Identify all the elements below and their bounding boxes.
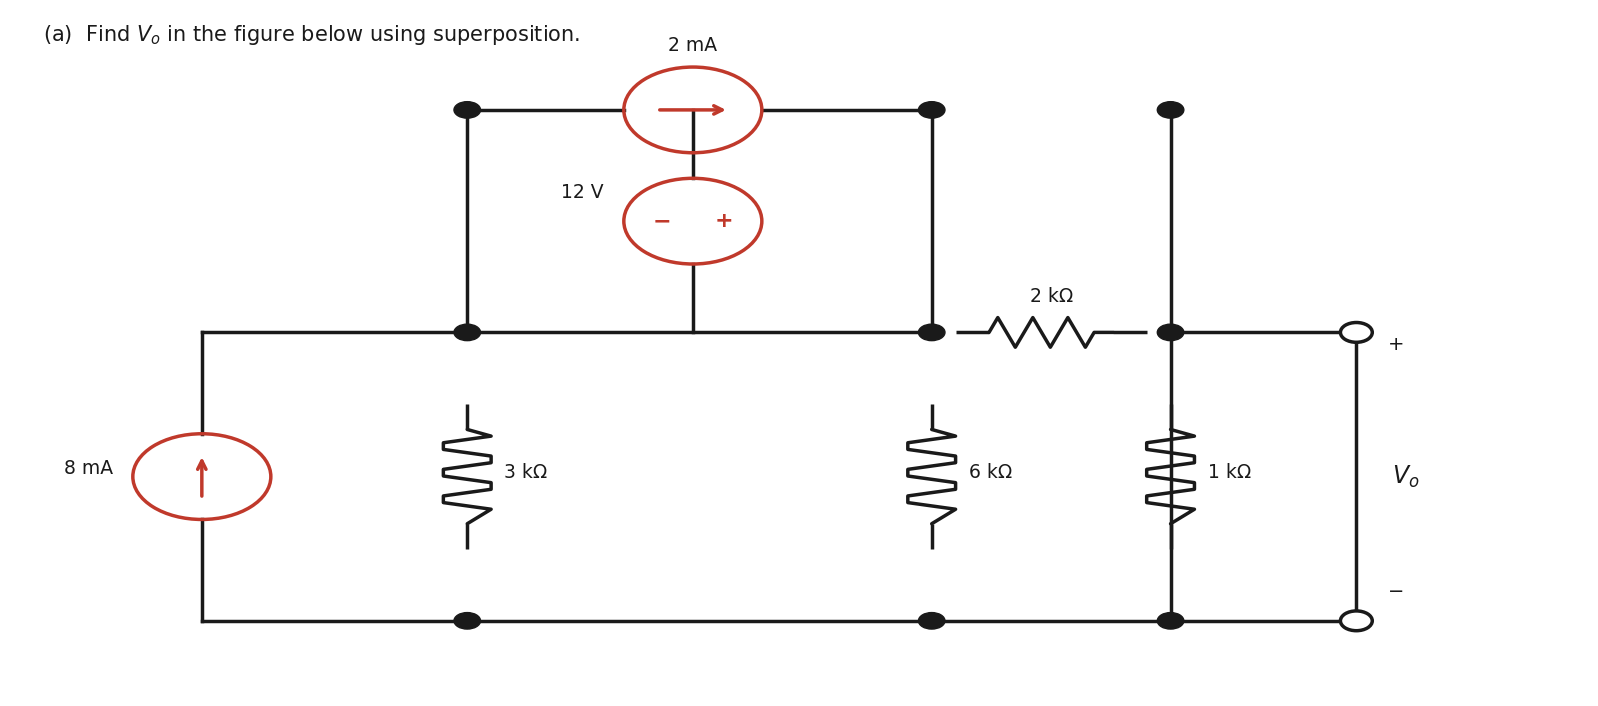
Text: 1 kΩ: 1 kΩ <box>1208 463 1251 482</box>
Circle shape <box>919 324 944 340</box>
Circle shape <box>1157 324 1184 340</box>
Circle shape <box>919 613 944 629</box>
Circle shape <box>454 324 481 340</box>
Circle shape <box>919 102 944 118</box>
Text: (a)  Find $V_o$ in the figure below using superposition.: (a) Find $V_o$ in the figure below using… <box>43 23 580 47</box>
Text: 8 mA: 8 mA <box>64 459 113 478</box>
Text: −: − <box>1389 582 1405 602</box>
Text: 3 kΩ: 3 kΩ <box>505 463 548 482</box>
Text: +: + <box>714 211 733 231</box>
Text: 2 mA: 2 mA <box>668 36 718 54</box>
Text: +: + <box>1389 335 1405 354</box>
Text: 2 kΩ: 2 kΩ <box>1029 287 1072 306</box>
Circle shape <box>1341 611 1373 630</box>
Circle shape <box>1157 613 1184 629</box>
Circle shape <box>454 613 481 629</box>
Circle shape <box>1341 323 1373 342</box>
Text: 6 kΩ: 6 kΩ <box>968 463 1012 482</box>
Circle shape <box>1157 102 1184 118</box>
Text: $V_o$: $V_o$ <box>1392 464 1419 490</box>
Text: 12 V: 12 V <box>561 183 604 202</box>
Circle shape <box>454 102 481 118</box>
Text: −: − <box>652 211 671 231</box>
